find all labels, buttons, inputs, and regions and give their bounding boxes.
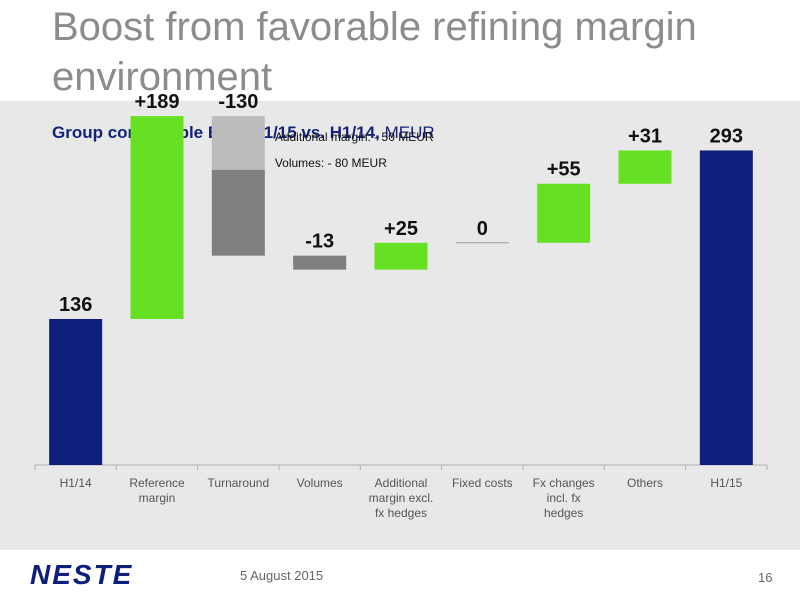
page-number: 16 — [758, 570, 773, 585]
category-label: Volumes — [297, 476, 343, 490]
category-label: margin — [139, 491, 176, 505]
turnaround-breakdown-label: Volumes: - 80 MEUR — [275, 156, 387, 170]
category-label: Fixed costs — [452, 476, 513, 490]
data-label: +55 — [547, 159, 581, 181]
neste-logo: NESTE — [30, 560, 133, 590]
bar-fx-changes-incl-fx-hedges — [537, 183, 591, 243]
data-label: -130 — [218, 91, 258, 113]
category-label: Others — [627, 476, 663, 490]
bar-turnaround-margin-segment — [211, 116, 265, 170]
bar-additional-margin-excl-fx-hedges — [374, 242, 428, 270]
bar-turnaround-volumes-segment — [211, 169, 265, 256]
chart-title-unit: MEUR — [384, 123, 435, 142]
category-label: Fx changes — [533, 476, 595, 490]
data-label: +25 — [384, 218, 418, 240]
turnaround-breakdown-label: Additional margin: - 50 MEUR — [275, 130, 434, 144]
category-label: Turnaround — [208, 476, 270, 490]
bar-reference-margin — [130, 116, 184, 320]
bar-h1-15 — [699, 150, 753, 466]
category-label: margin excl. — [369, 491, 434, 505]
bar-h1-14 — [49, 319, 103, 465]
category-label: H1/15 — [710, 476, 742, 490]
data-label: -13 — [305, 231, 334, 253]
category-label: hedges — [544, 506, 583, 520]
category-label: incl. fx — [547, 491, 581, 505]
logo-text: NESTE — [30, 560, 133, 590]
category-label: H1/14 — [60, 476, 92, 490]
category-label: Additional — [375, 476, 428, 490]
data-label: 0 — [477, 218, 488, 240]
category-label: Reference — [129, 476, 185, 490]
footer-date: 5 August 2015 — [240, 568, 324, 583]
data-label: 293 — [710, 125, 743, 147]
category-label: fx hedges — [375, 506, 427, 520]
slide-title: Boost from favorable refining margin env… — [52, 5, 697, 99]
data-label: +189 — [134, 91, 179, 113]
bar-others — [618, 150, 672, 184]
data-label: +31 — [628, 125, 662, 147]
bar-volumes — [293, 255, 347, 270]
data-label: 136 — [59, 294, 92, 316]
